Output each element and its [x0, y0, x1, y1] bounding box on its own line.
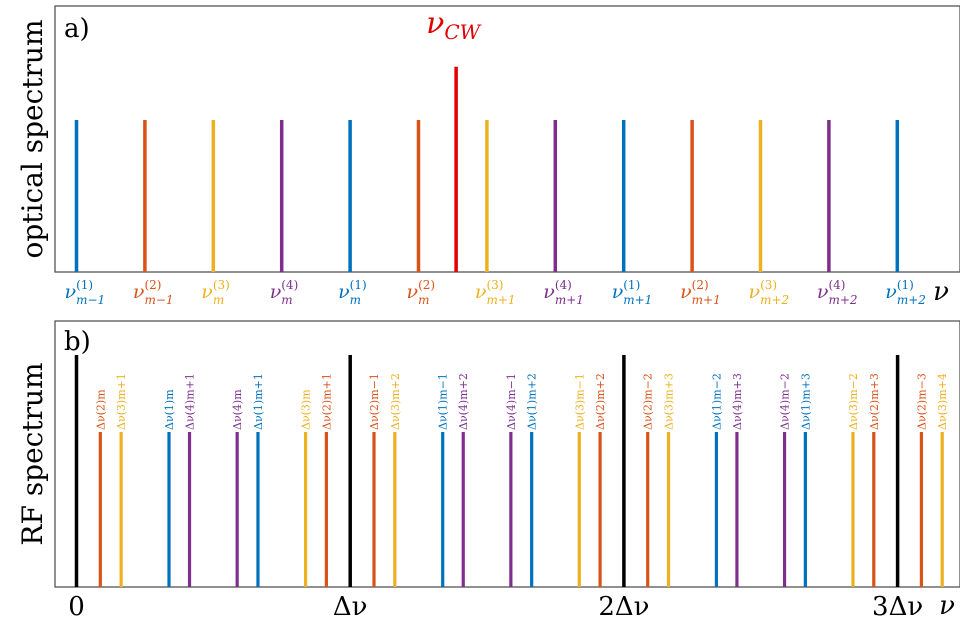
rf-line-label-21: Δν(4)m−2 — [779, 373, 792, 430]
rf-line-label-3: Δν(1)m — [163, 389, 176, 430]
rf-tick-label-3: 2Δν — [598, 592, 649, 622]
optical-line-label-3: ν(3) m — [201, 278, 230, 307]
panel-a-ylabel: optical spectrum — [16, 20, 49, 259]
panel-a: a) optical spectrum ν ν(1) m−1 ν(2) m−1 ν(3)… — [16, 5, 960, 307]
rf-line-label-17: Δν(2)m−2 — [642, 373, 655, 430]
rf-line-label-19: Δν(1)m−2 — [710, 373, 723, 430]
rf-line-label-16: Δν(2)m+2 — [594, 373, 607, 430]
optical-line-label-7: ν(3) m+1 — [475, 278, 516, 307]
rf-line-label-18: Δν(3)m+3 — [663, 373, 676, 430]
cw-label: νCW — [426, 6, 482, 44]
rf-tick-label-1: 0 — [68, 592, 85, 622]
panel-b-tick-labels: 0 Δν 2Δν 3Δν — [68, 592, 923, 622]
panel-b-xlabel: ν — [939, 591, 955, 621]
rf-line-label-26: Δν(3)m+4 — [936, 373, 949, 430]
panel-a-tick-labels: ν(1) m−1 ν(2) m−1 ν(3) m ν(4) m ν(1) m ν(2) m ν(3) m+… — [65, 278, 926, 307]
panel-b-frame — [54, 320, 960, 588]
rf-line-label-10: Δν(3)m+2 — [389, 373, 402, 430]
rf-line-label-2: Δν(3)m+1 — [115, 373, 128, 430]
rf-line-label-7: Δν(3)m — [300, 389, 313, 430]
optical-line-label-6: ν(2) m — [407, 278, 436, 307]
rf-tick-label-2: Δν — [333, 592, 368, 622]
panel-a-lines — [74, 120, 900, 272]
panel-b-reference-lines — [74, 355, 900, 587]
rf-line-label-9: Δν(2)m−1 — [368, 373, 381, 430]
rf-line-label-5: Δν(4)m — [231, 389, 244, 430]
rf-line-label-20: Δν(4)m+3 — [731, 373, 744, 430]
panel-a-frame — [54, 5, 960, 273]
panel-a-xlabel: ν — [933, 277, 949, 307]
panel-b-lines — [98, 432, 944, 587]
rf-line-label-22: Δν(1)m+3 — [799, 373, 812, 430]
rf-line-label-11: Δν(1)m−1 — [437, 373, 450, 430]
optical-line-label-8: ν(4) m+1 — [543, 278, 584, 307]
rf-line-label-12: Δν(4)m+2 — [457, 373, 470, 430]
panel-b-line-labels: Δν(2)m Δν(3)m+1 Δν(1)m Δν(4)m+1 Δν(4)m Δν(1)m… — [94, 373, 949, 430]
panel-b-ylabel: RF spectrum — [16, 362, 49, 545]
panel-a-label: a) — [64, 14, 90, 44]
rf-line-label-25: Δν(2)m−3 — [915, 373, 928, 430]
rf-line-label-4: Δν(4)m+1 — [184, 373, 197, 430]
panel-b-label: b) — [64, 327, 91, 357]
optical-line-label-2: ν(2) m−1 — [133, 278, 174, 307]
rf-line-label-6: Δν(1)m+1 — [252, 373, 265, 430]
rf-line-label-8: Δν(2)m+1 — [320, 373, 333, 430]
rf-line-label-14: Δν(1)m+2 — [526, 373, 539, 430]
optical-line-label-1: ν(1) m−1 — [65, 278, 106, 307]
optical-line-label-10: ν(2) m+1 — [680, 278, 721, 307]
optical-line-label-4: ν(4) m — [270, 278, 299, 307]
optical-line-label-9: ν(1) m+1 — [612, 278, 653, 307]
rf-line-label-15: Δν(3)m−1 — [573, 373, 586, 430]
rf-tick-label-4: 3Δν — [872, 592, 923, 622]
optical-line-label-11: ν(3) m+2 — [749, 278, 790, 307]
optical-line-label-13: ν(1) m+2 — [885, 278, 926, 307]
optical-line-label-5: ν(1) m — [338, 278, 367, 307]
optical-line-label-12: ν(4) m+2 — [817, 278, 858, 307]
rf-line-label-24: Δν(2)m+3 — [868, 373, 881, 430]
rf-line-label-23: Δν(3)m−2 — [847, 373, 860, 430]
rf-line-label-1: Δν(2)m — [94, 389, 107, 430]
panel-b: b) RF spectrum ν Δν(2)m Δν(3)m+1 Δν(1)m Δν(… — [16, 320, 960, 622]
rf-line-label-13: Δν(4)m−1 — [505, 373, 518, 430]
